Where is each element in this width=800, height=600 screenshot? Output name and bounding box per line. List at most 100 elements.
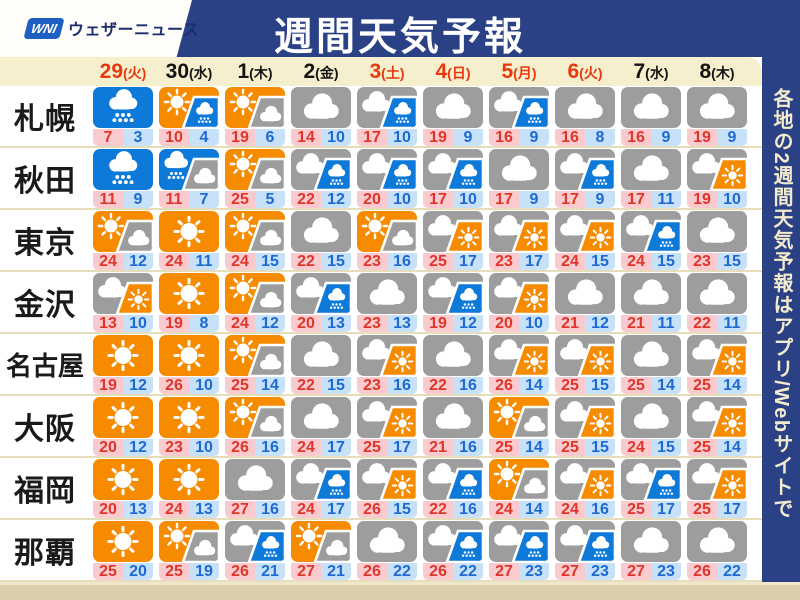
weather-icon-rain — [93, 86, 153, 128]
low-temp: 15 — [255, 252, 285, 270]
temperature-pair: 25 14 — [621, 376, 681, 394]
forecast-cells: 25 20 25 19 26 21 27 21 26 22 26 22 27 23 27 23 27 23 26 22 — [90, 520, 750, 580]
low-temp: 16 — [453, 376, 483, 394]
forecast-cell: 20 13 — [288, 272, 354, 332]
high-temp: 14 — [291, 128, 321, 146]
low-temp: 10 — [123, 314, 153, 332]
temperature-pair: 24 14 — [489, 500, 549, 518]
low-temp: 11 — [651, 314, 681, 332]
forecast-cell: 17 10 — [420, 148, 486, 208]
weather-icon-cloud-rain — [423, 520, 483, 562]
low-temp: 17 — [717, 500, 747, 518]
page-title: 週間天気予報 — [273, 16, 526, 59]
forecast-cell: 22 11 — [684, 272, 750, 332]
temperature-pair: 22 15 — [291, 376, 351, 394]
forecast-cell: 25 5 — [222, 148, 288, 208]
high-temp: 25 — [225, 376, 255, 394]
forecast-cell: 25 17 — [684, 458, 750, 518]
forecast-cell: 23 13 — [354, 272, 420, 332]
weather-icon-cloud-sun — [555, 458, 615, 500]
weather-icon-cloud — [423, 86, 483, 128]
weather-icon-cloud-rain — [621, 210, 681, 252]
weather-icon-sun-cloud — [489, 396, 549, 438]
temperature-pair: 25 14 — [225, 376, 285, 394]
low-temp: 9 — [717, 128, 747, 146]
temperature-pair: 22 15 — [291, 252, 351, 270]
low-temp: 16 — [453, 438, 483, 456]
low-temp: 23 — [651, 562, 681, 580]
low-temp: 14 — [651, 376, 681, 394]
temperature-pair: 20 13 — [93, 500, 153, 518]
weekly-forecast-table: 札幌 7 3 10 4 19 6 14 10 17 10 19 9 16 9 16 8 16 9 19 9 秋田 11 9 11… — [0, 86, 762, 582]
high-temp: 19 — [687, 190, 717, 208]
high-temp: 25 — [93, 562, 123, 580]
low-temp: 10 — [717, 190, 747, 208]
high-temp: 25 — [621, 376, 651, 394]
temperature-pair: 26 22 — [687, 562, 747, 580]
high-temp: 20 — [291, 314, 321, 332]
weather-icon-cloud-sun — [489, 210, 549, 252]
weather-icon-sun-cloud — [225, 148, 285, 190]
high-temp: 24 — [291, 438, 321, 456]
date-cell-7: 7(水) — [633, 60, 669, 83]
temperature-pair: 25 14 — [489, 438, 549, 456]
high-temp: 20 — [489, 314, 519, 332]
high-temp: 25 — [423, 252, 453, 270]
forecast-cell: 24 12 — [222, 272, 288, 332]
high-temp: 26 — [225, 438, 255, 456]
low-temp: 15 — [387, 500, 417, 518]
low-temp: 15 — [585, 438, 615, 456]
high-temp: 25 — [159, 562, 189, 580]
forecast-cell: 24 15 — [552, 210, 618, 270]
weather-icon-cloud-rain — [357, 148, 417, 190]
low-temp: 17 — [651, 500, 681, 518]
forecast-cell: 24 15 — [222, 210, 288, 270]
high-temp: 26 — [687, 562, 717, 580]
high-temp: 11 — [159, 190, 189, 208]
high-temp: 24 — [159, 500, 189, 518]
weather-icon-cloud-rain — [621, 458, 681, 500]
weather-icon-cloud-sun — [357, 396, 417, 438]
weather-icon-cloud — [423, 396, 483, 438]
low-temp: 3 — [123, 128, 153, 146]
temperature-pair: 17 9 — [555, 190, 615, 208]
weather-icon-sun — [159, 272, 219, 314]
forecast-cell: 23 17 — [486, 210, 552, 270]
high-temp: 19 — [93, 376, 123, 394]
forecast-cell: 25 17 — [618, 458, 684, 518]
forecast-cell: 24 15 — [618, 210, 684, 270]
forecast-cell: 27 23 — [486, 520, 552, 580]
low-temp: 10 — [519, 314, 549, 332]
low-temp: 9 — [453, 128, 483, 146]
forecast-cell: 13 10 — [90, 272, 156, 332]
temperature-pair: 22 11 — [687, 314, 747, 332]
forecast-cell: 25 14 — [486, 396, 552, 456]
weather-icon-cloud — [621, 334, 681, 376]
weather-icon-cloud — [555, 272, 615, 314]
temperature-pair: 25 20 — [93, 562, 153, 580]
low-temp: 9 — [651, 128, 681, 146]
high-temp: 19 — [687, 128, 717, 146]
low-temp: 10 — [387, 190, 417, 208]
weather-icon-cloud-rain — [291, 458, 351, 500]
temperature-pair: 25 19 — [159, 562, 219, 580]
low-temp: 17 — [453, 252, 483, 270]
weather-icon-sun — [159, 334, 219, 376]
weather-icon-cloud — [291, 396, 351, 438]
temperature-pair: 26 21 — [225, 562, 285, 580]
weather-icon-rain — [93, 148, 153, 190]
forecast-cell: 24 11 — [156, 210, 222, 270]
low-temp: 17 — [321, 500, 351, 518]
forecast-cell: 24 15 — [618, 396, 684, 456]
date-cell-8: 8(木) — [699, 60, 735, 83]
low-temp: 9 — [585, 190, 615, 208]
high-temp: 26 — [423, 562, 453, 580]
forecast-cell: 23 10 — [156, 396, 222, 456]
date-cell-5: 5(月) — [501, 60, 537, 83]
low-temp: 13 — [321, 314, 351, 332]
low-temp: 14 — [717, 438, 747, 456]
temperature-pair: 23 10 — [159, 438, 219, 456]
low-temp: 15 — [651, 438, 681, 456]
temperature-pair: 19 9 — [687, 128, 747, 146]
forecast-row: 那覇 25 20 25 19 26 21 27 21 26 22 26 22 27 23 27 23 27 23 26… — [0, 520, 762, 582]
